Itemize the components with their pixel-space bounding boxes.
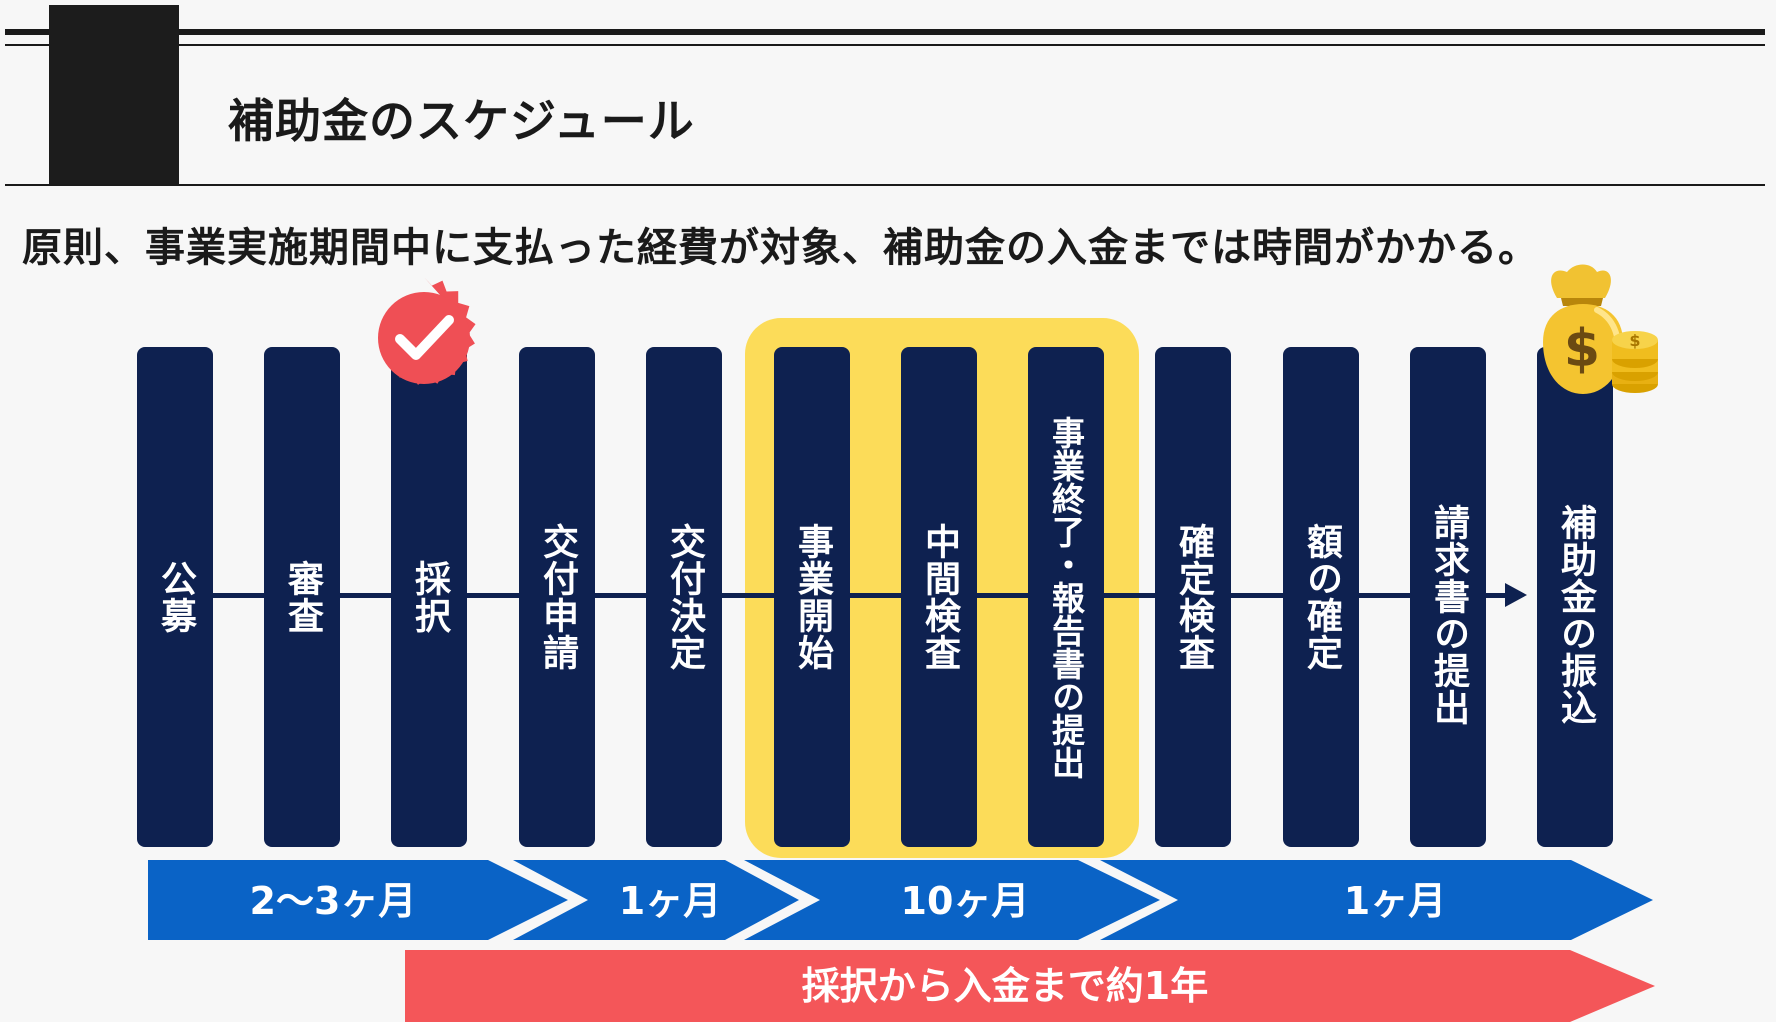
money-bag-icon: $ $ [1543,264,1658,394]
step-project-start: 事業開始 [774,347,850,847]
subtitle: 原則、事業実施期間中に支払った経費が対象、補助金の入金までは時間がかかる。 [22,225,1539,271]
header-rule-top-thin [5,44,1765,46]
duration-segment-1 [148,860,568,940]
result-banner-arrow [405,950,1655,1022]
step-label: 事業終了・報告書の提出 [1046,415,1086,779]
duration-segment-4 [1100,860,1653,940]
step-project-end-report: 事業終了・報告書の提出 [1028,347,1104,847]
step-label: 確定検査 [1173,523,1214,671]
step-grant-application: 交付申請 [519,347,595,847]
step-adoption: 採択 [391,347,467,847]
step-review: 審査 [264,347,340,847]
step-grant-decision: 交付決定 [646,347,722,847]
duration-chevron-bar [148,860,1653,940]
step-label: 審査 [282,560,323,634]
step-label: 採択 [409,560,450,634]
step-invoice-submission: 請求書の提出 [1410,347,1486,847]
step-interim-inspection: 中間検査 [901,347,977,847]
header-accent-block [49,5,179,185]
step-label: 中間検査 [919,523,960,671]
duration-label: 2〜3ヶ月 [249,879,417,923]
step-amount-confirmation: 額の確定 [1283,347,1359,847]
duration-label: 10ヶ月 [900,879,1030,923]
header-rule-top-thick [5,29,1765,35]
step-label: 交付申請 [537,523,578,671]
step-label: 事業開始 [792,523,833,671]
duration-label: 1ヶ月 [618,879,722,923]
result-banner-label: 採択から入金まで約1年 [801,964,1209,1008]
duration-label: 1ヶ月 [1343,879,1447,923]
step-label: 補助金の振込 [1555,504,1596,726]
duration-segment-2 [513,860,799,940]
header-rule-bottom [5,184,1765,186]
svg-text:$: $ [1564,319,1600,379]
timeline-arrowhead [1505,583,1527,607]
step-label: 額の確定 [1301,523,1342,671]
step-final-inspection: 確定検査 [1155,347,1231,847]
step-subsidy-transfer: 補助金の振込 [1537,347,1613,847]
step-public-offering: 公募 [137,347,213,847]
page-title: 補助金のスケジュール [228,94,695,148]
svg-text:$: $ [1629,331,1640,350]
step-label: 交付決定 [664,523,705,671]
check-badge-icon [378,278,476,385]
step-label: 請求書の提出 [1428,504,1469,726]
duration-segment-3 [744,860,1160,940]
step-label: 公募 [155,560,196,634]
